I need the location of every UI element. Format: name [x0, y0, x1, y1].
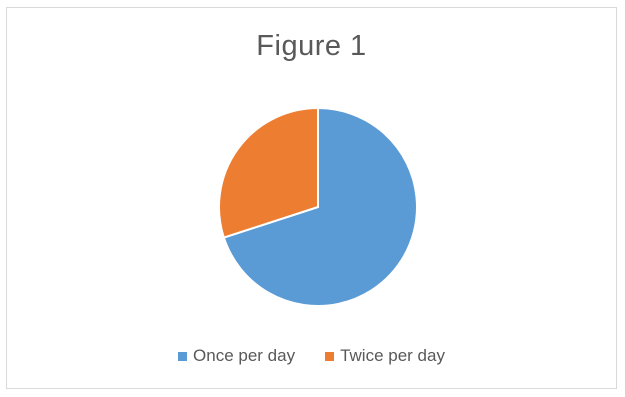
legend-item-once-per-day: Once per day — [178, 346, 295, 366]
legend: Once per day Twice per day — [7, 346, 616, 366]
legend-label-once-per-day: Once per day — [193, 346, 296, 365]
legend-item-twice-per-day: Twice per day — [325, 346, 445, 366]
pie-chart — [218, 106, 418, 307]
legend-swatch-twice-per-day — [325, 351, 335, 361]
chart-title: Figure 1 — [256, 30, 367, 62]
pie-slice-twice-per-day — [218, 106, 319, 239]
legend-swatch-once-per-day — [178, 351, 188, 361]
pie-slice-once-per-day — [222, 106, 418, 307]
chart-frame: Figure 1 Once per day Twice per day — [6, 7, 617, 389]
legend-label-twice-per-day: Twice per day — [340, 346, 445, 365]
